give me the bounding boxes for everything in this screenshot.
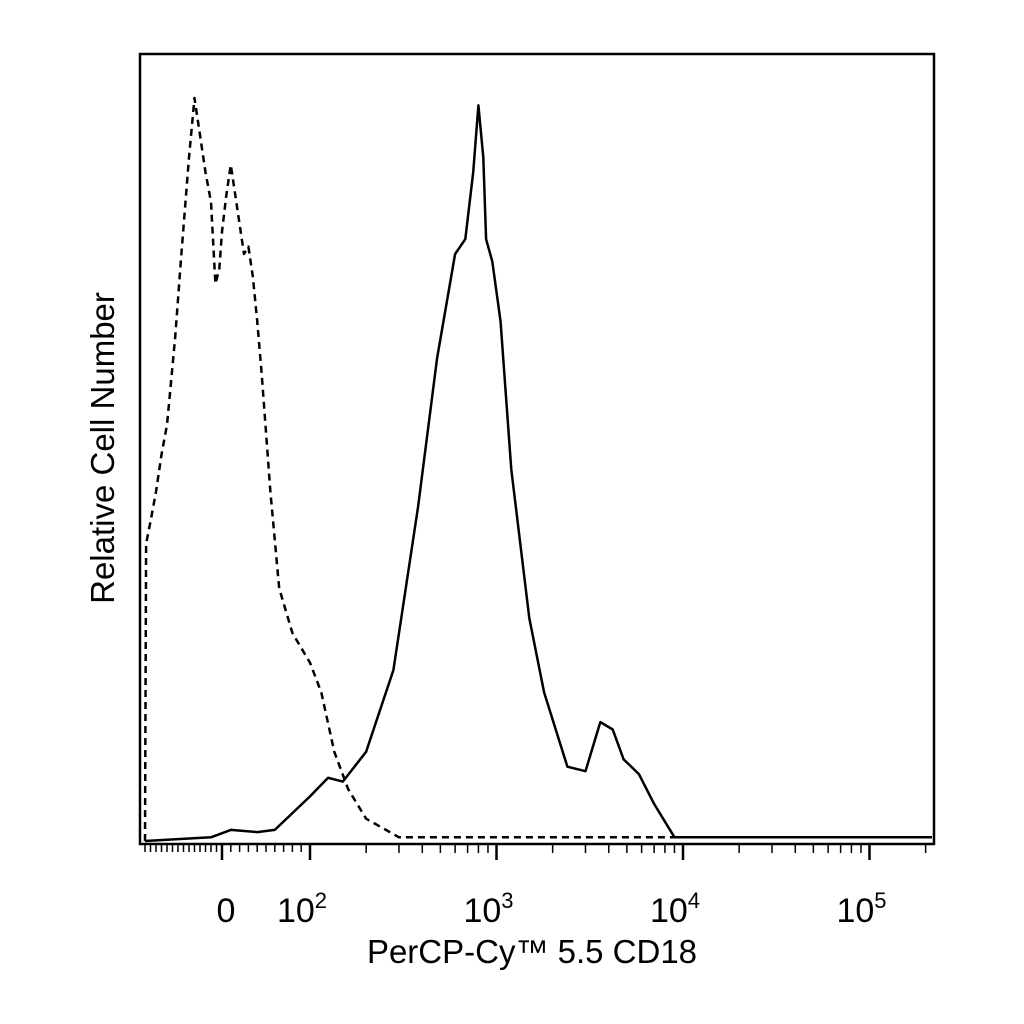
- histogram-series: [143, 96, 932, 843]
- x-tick-label: 105: [836, 888, 886, 930]
- x-tick-label: 103: [463, 888, 513, 930]
- x-tick-label: 0: [217, 892, 236, 930]
- x-axis-tick-labels: 0 102 103 104 105: [217, 888, 887, 930]
- control-histogram-line: [143, 96, 932, 842]
- x-axis-ticks: [144, 844, 927, 860]
- x-tick-label: 104: [650, 888, 700, 930]
- y-axis-title: Relative Cell Number: [84, 292, 121, 604]
- x-axis-title: PerCP-Cy™ 5.5 CD18: [367, 933, 697, 970]
- stained-histogram-line: [144, 104, 932, 843]
- plot-frame: [138, 52, 936, 846]
- x-tick-label: 102: [277, 888, 327, 930]
